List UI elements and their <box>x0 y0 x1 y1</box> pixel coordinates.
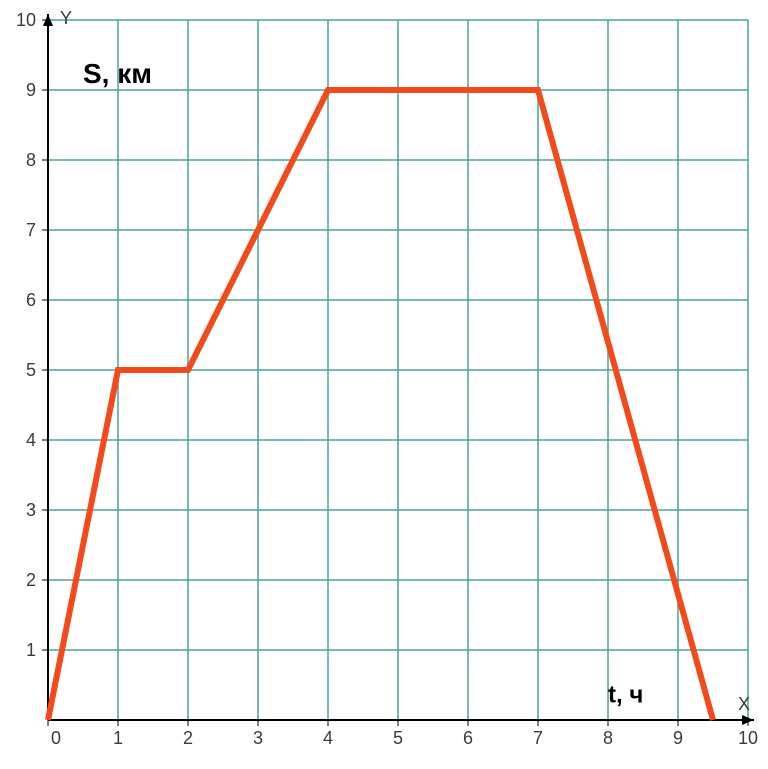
y-tick-label: 3 <box>26 500 36 520</box>
y-tick-label: 10 <box>16 10 36 30</box>
x-tick-label: 4 <box>323 728 333 748</box>
chart-svg: 1 2 3 4 5 6 7 8 9 10 1 2 3 4 5 6 7 8 9 10 0 X Y S, км t, ч <box>0 0 768 769</box>
y-tick-label: 5 <box>26 360 36 380</box>
y-axis-inside-label: S, км <box>83 58 152 89</box>
x-tick-label: 1 <box>113 728 123 748</box>
x-tick-label: 2 <box>183 728 193 748</box>
x-tick-label: 5 <box>393 728 403 748</box>
y-axis-name: Y <box>60 8 72 28</box>
y-tick-label: 9 <box>26 80 36 100</box>
x-axis-name: X <box>738 694 750 714</box>
x-axis-inside-label: t, ч <box>608 682 643 709</box>
x-tick-label: 8 <box>603 728 613 748</box>
y-tick-label: 7 <box>26 220 36 240</box>
y-tick-label: 1 <box>26 640 36 660</box>
x-tick-label: 6 <box>463 728 473 748</box>
x-tick-label: 10 <box>738 728 758 748</box>
x-tick-label: 7 <box>533 728 543 748</box>
origin-label: 0 <box>51 728 61 748</box>
x-tick-label: 9 <box>673 728 683 748</box>
y-tick-label: 6 <box>26 290 36 310</box>
y-tick-label: 4 <box>26 430 36 450</box>
y-tick-label: 8 <box>26 150 36 170</box>
x-tick-label: 3 <box>253 728 263 748</box>
distance-time-chart: 1 2 3 4 5 6 7 8 9 10 1 2 3 4 5 6 7 8 9 10 0 X Y S, км t, ч <box>0 0 768 769</box>
y-tick-label: 2 <box>26 570 36 590</box>
